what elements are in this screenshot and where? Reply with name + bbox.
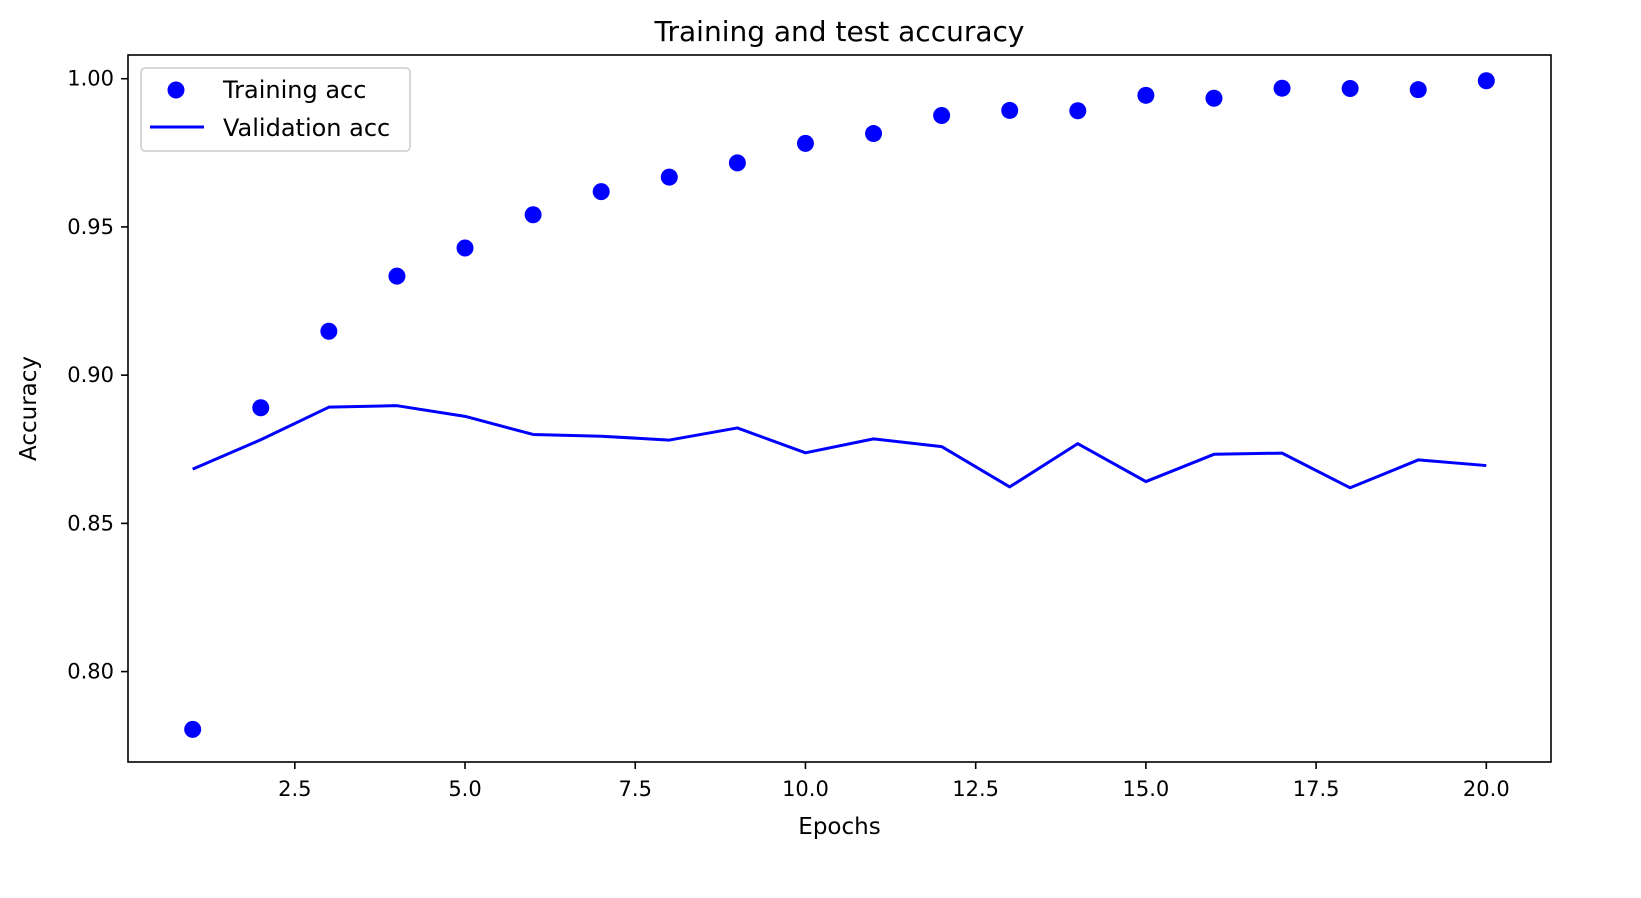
x-tick-label: 10.0 — [782, 777, 829, 801]
y-tick-label: 0.85 — [67, 511, 114, 535]
training-acc-point — [1477, 72, 1495, 90]
training-acc-point — [1273, 79, 1291, 97]
x-tick-label: 5.0 — [448, 777, 481, 801]
chart-title: Training and test accuracy — [654, 15, 1025, 48]
x-tick-label: 12.5 — [952, 777, 999, 801]
training-acc-point — [728, 154, 746, 172]
training-acc-point — [320, 322, 338, 340]
x-tick-label: 7.5 — [619, 777, 652, 801]
legend-label-validation-acc: Validation acc — [223, 114, 390, 142]
y-tick-label: 0.80 — [67, 660, 114, 684]
y-tick-label: 0.95 — [67, 215, 114, 239]
x-tick-label: 15.0 — [1123, 777, 1170, 801]
training-acc-point — [1137, 86, 1155, 104]
plot-frame — [127, 54, 1552, 763]
training-acc-point — [933, 106, 951, 124]
training-acc-point — [1205, 89, 1223, 107]
legend-marker-training-acc — [167, 81, 185, 99]
y-tick-label: 1.00 — [67, 67, 114, 91]
training-acc-point — [865, 125, 883, 143]
training-acc-point — [592, 183, 610, 201]
x-tick-label: 2.5 — [278, 777, 311, 801]
training-acc-point — [524, 206, 542, 224]
legend-label-training-acc: Training acc — [222, 76, 366, 104]
training-acc-point — [1409, 81, 1427, 99]
x-axis-label: Epochs — [798, 814, 880, 840]
training-acc-point — [184, 720, 202, 738]
training-acc-point — [388, 267, 406, 285]
legend-box — [140, 67, 411, 152]
training-acc-point — [1001, 101, 1019, 119]
x-tick-label: 17.5 — [1293, 777, 1340, 801]
y-axis-label: Accuracy — [16, 356, 42, 461]
x-axis-ticks: 2.5 5.0 7.5 10.0 12.5 15.0 17.5 20.0 — [278, 762, 1510, 801]
y-tick-label: 0.90 — [67, 363, 114, 387]
training-acc-point — [796, 134, 814, 152]
y-axis-ticks: 0.80 0.85 0.90 0.95 1.00 — [67, 67, 128, 684]
training-acc-point — [252, 399, 270, 417]
training-acc-point — [456, 239, 474, 257]
legend: Training acc Validation acc — [140, 67, 411, 152]
training-acc-point — [1341, 79, 1359, 97]
training-acc-point — [660, 168, 678, 186]
plot-marks — [184, 72, 1495, 738]
training-acc-point — [1069, 102, 1087, 120]
validation-acc-line — [192, 404, 1487, 490]
x-tick-label: 20.0 — [1463, 777, 1510, 801]
